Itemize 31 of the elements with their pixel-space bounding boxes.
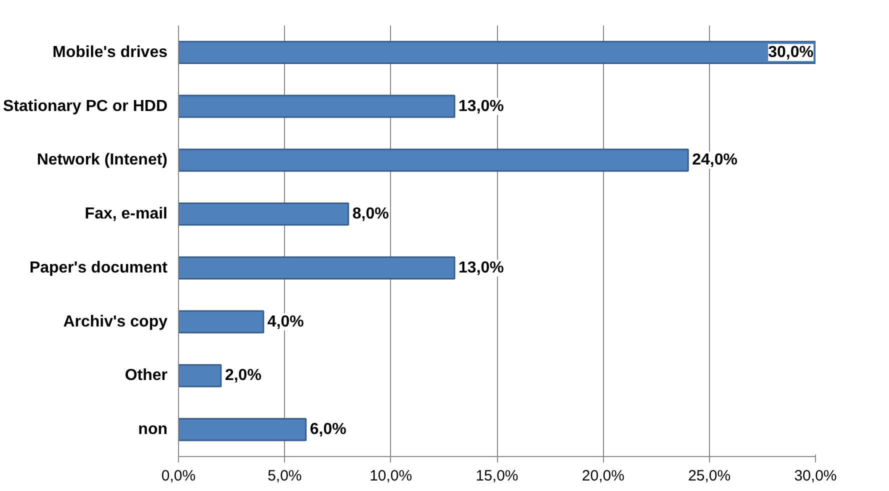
- data-label: 24,0%: [692, 152, 738, 169]
- data-label: 2,0%: [224, 367, 262, 384]
- bar: [178, 310, 264, 334]
- data-label: 8,0%: [352, 206, 389, 223]
- y-tick-label: Network (Intenet): [36, 152, 168, 169]
- x-tick-label: 20,0%: [582, 468, 624, 484]
- data-label: 6,0%: [310, 421, 346, 438]
- bar: [178, 256, 456, 280]
- y-tick-label: non: [138, 421, 168, 438]
- y-tick-label: Paper's document: [29, 259, 168, 276]
- x-tick-label: 25,0%: [688, 468, 731, 484]
- data-label: 30,0%: [768, 44, 814, 61]
- bar: [178, 94, 456, 118]
- bar: [178, 40, 816, 64]
- y-tick-label: Mobile's drives: [52, 44, 168, 61]
- bar: [178, 364, 222, 388]
- x-tick-label: 15,0%: [476, 468, 518, 484]
- x-tick-label: 0,0%: [161, 468, 196, 484]
- bar: [178, 202, 350, 226]
- data-label: 13,0%: [458, 98, 504, 115]
- y-tick-label: Other: [124, 367, 168, 384]
- data-label: 13,0%: [458, 259, 504, 276]
- y-tick-label: Archiv's copy: [63, 313, 168, 330]
- data-label: 4,0%: [267, 313, 304, 330]
- x-tick-label: 10,0%: [370, 468, 412, 484]
- x-tick-label: 30,0%: [794, 468, 837, 484]
- bar: [178, 418, 307, 442]
- y-tick-label: Stationary PC or HDD: [3, 98, 168, 115]
- y-tick-label: Fax, e-mail: [84, 206, 168, 223]
- bar: [178, 148, 689, 172]
- x-tick-label: 5,0%: [268, 468, 302, 484]
